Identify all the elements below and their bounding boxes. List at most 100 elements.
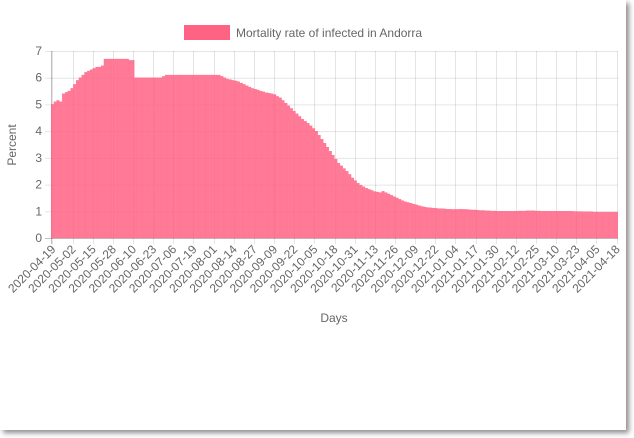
bar[interactable]	[537, 210, 541, 239]
bar[interactable]	[362, 186, 366, 239]
bar[interactable]	[206, 74, 210, 239]
bar[interactable]	[145, 77, 149, 239]
bar[interactable]	[328, 151, 332, 239]
bar[interactable]	[451, 209, 455, 239]
bar[interactable]	[529, 210, 532, 239]
bar[interactable]	[515, 211, 518, 239]
bar[interactable]	[595, 211, 599, 239]
legend[interactable]: Mortality rate of infected in Andorra	[184, 25, 422, 40]
bar[interactable]	[181, 74, 185, 239]
bar[interactable]	[64, 92, 68, 239]
bar[interactable]	[139, 77, 143, 239]
bar[interactable]	[601, 211, 605, 239]
bar[interactable]	[67, 90, 71, 239]
bar[interactable]	[237, 81, 241, 239]
bar[interactable]	[384, 192, 388, 239]
bar[interactable]	[220, 76, 224, 239]
bar[interactable]	[403, 201, 407, 239]
bar[interactable]	[131, 60, 135, 239]
bar[interactable]	[242, 84, 246, 239]
bar[interactable]	[534, 210, 538, 239]
bar[interactable]	[498, 211, 502, 239]
bar[interactable]	[126, 58, 129, 239]
bar[interactable]	[81, 74, 85, 239]
bar[interactable]	[370, 190, 374, 239]
bar[interactable]	[378, 192, 382, 239]
bar[interactable]	[409, 203, 413, 239]
bar[interactable]	[134, 77, 138, 239]
bar[interactable]	[50, 104, 54, 239]
bar[interactable]	[476, 210, 480, 239]
bar[interactable]	[465, 209, 468, 239]
bar[interactable]	[176, 74, 179, 239]
bar[interactable]	[540, 211, 543, 239]
legend-label[interactable]: Mortality rate of infected in Andorra	[236, 26, 422, 40]
bar[interactable]	[306, 122, 310, 239]
bar[interactable]	[76, 80, 79, 239]
bar[interactable]	[592, 211, 596, 239]
bar[interactable]	[114, 58, 118, 239]
bar[interactable]	[373, 191, 377, 239]
bar[interactable]	[492, 210, 496, 239]
bar[interactable]	[317, 134, 321, 239]
bar[interactable]	[365, 188, 368, 239]
bar[interactable]	[203, 74, 207, 239]
bar[interactable]	[501, 211, 505, 239]
bar[interactable]	[531, 210, 535, 239]
bar[interactable]	[440, 208, 443, 239]
bar[interactable]	[484, 210, 488, 239]
bar[interactable]	[353, 180, 357, 239]
bar[interactable]	[456, 209, 460, 239]
bar[interactable]	[251, 88, 254, 239]
bar[interactable]	[612, 211, 616, 239]
bar[interactable]	[356, 183, 360, 239]
bar[interactable]	[164, 74, 168, 239]
bar[interactable]	[604, 211, 607, 239]
bar[interactable]	[278, 97, 282, 239]
bar[interactable]	[315, 130, 318, 239]
bar[interactable]	[587, 211, 591, 239]
bar[interactable]	[89, 69, 93, 239]
bar[interactable]	[562, 211, 566, 239]
bar[interactable]	[106, 58, 110, 239]
bar[interactable]	[573, 211, 577, 239]
bar[interactable]	[142, 77, 146, 239]
bar[interactable]	[340, 165, 343, 239]
bar[interactable]	[545, 211, 549, 239]
bar[interactable]	[334, 159, 338, 239]
bar[interactable]	[167, 74, 171, 239]
bar[interactable]	[98, 66, 102, 239]
bar[interactable]	[548, 211, 552, 239]
bar[interactable]	[151, 77, 154, 239]
bar[interactable]	[462, 209, 466, 239]
bar[interactable]	[187, 74, 190, 239]
bar[interactable]	[520, 210, 524, 239]
bar[interactable]	[434, 208, 438, 239]
bar[interactable]	[320, 139, 324, 239]
bar[interactable]	[78, 77, 82, 239]
bar[interactable]	[301, 118, 304, 239]
bar[interactable]	[417, 205, 421, 239]
bar[interactable]	[223, 77, 227, 239]
bar[interactable]	[470, 209, 474, 239]
bar[interactable]	[101, 65, 104, 239]
bar[interactable]	[95, 66, 99, 239]
bar[interactable]	[214, 74, 218, 239]
bar[interactable]	[590, 211, 593, 239]
bar[interactable]	[454, 209, 457, 239]
bar[interactable]	[267, 93, 271, 239]
bar[interactable]	[556, 211, 560, 239]
bar[interactable]	[481, 210, 485, 239]
bar[interactable]	[201, 74, 204, 239]
bar[interactable]	[265, 92, 268, 239]
bar[interactable]	[56, 100, 60, 239]
bar[interactable]	[426, 207, 430, 239]
bar[interactable]	[212, 74, 215, 239]
bar[interactable]	[551, 211, 555, 239]
bar[interactable]	[487, 210, 491, 239]
bar[interactable]	[459, 208, 463, 239]
bar[interactable]	[217, 74, 221, 239]
bar[interactable]	[156, 77, 160, 239]
bar[interactable]	[504, 211, 507, 239]
bar[interactable]	[479, 210, 482, 239]
